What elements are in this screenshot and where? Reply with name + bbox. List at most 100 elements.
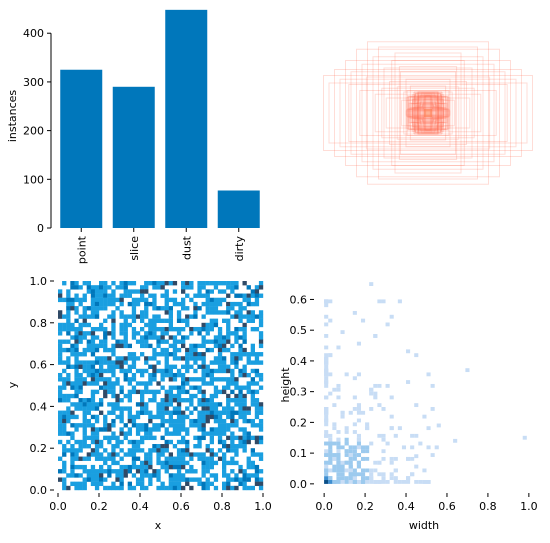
hist-cell <box>144 431 149 436</box>
hist-cell <box>209 322 214 328</box>
hist-cell <box>201 377 206 382</box>
hist-cell <box>414 433 419 438</box>
hist-cell <box>66 310 71 315</box>
hist-cell <box>176 318 182 323</box>
hist-cell <box>148 301 153 307</box>
hist-cell <box>234 352 239 357</box>
hist-cell <box>140 398 145 403</box>
hist-cell <box>74 331 79 336</box>
hist-cell <box>465 368 470 373</box>
hist-cell <box>111 322 116 328</box>
hist-cell <box>226 427 231 432</box>
hist-cell <box>74 339 79 344</box>
hist-cell <box>205 364 210 369</box>
hist-cell <box>226 410 231 415</box>
hist-cell <box>217 297 223 303</box>
hist-cell <box>193 347 198 353</box>
hist-cell <box>258 435 264 441</box>
hist-cell <box>250 352 255 357</box>
hist-cell <box>426 426 431 431</box>
hist-cell <box>258 293 264 298</box>
hist-cell <box>148 377 153 382</box>
hist-cell <box>58 393 63 399</box>
hist-cell <box>181 452 186 457</box>
hist-cell <box>144 385 149 390</box>
hist-cell <box>107 452 112 457</box>
box-outline <box>416 104 440 122</box>
hist-cell <box>201 398 206 403</box>
hist-cell <box>242 326 247 332</box>
box-outline <box>416 95 440 131</box>
hist-cell <box>156 335 161 340</box>
hist-cell <box>164 326 169 332</box>
hist-cell <box>189 364 194 369</box>
hist-cell <box>131 356 137 361</box>
hist-cell <box>148 435 153 441</box>
hist-cell <box>377 460 382 465</box>
hist-cell <box>66 406 71 411</box>
hist-cell <box>62 427 67 432</box>
box-outline <box>372 56 484 170</box>
hist-cell <box>127 377 132 382</box>
hist-cell <box>352 422 357 427</box>
hist-cell <box>74 481 79 487</box>
hist-cell <box>103 469 108 474</box>
hist-cell <box>185 439 190 445</box>
hist-cell <box>74 423 79 428</box>
hist-cell <box>222 389 227 395</box>
hist-cell <box>62 360 67 365</box>
hist-cell <box>119 331 124 336</box>
hist-cell <box>86 406 91 411</box>
hist-cell <box>209 473 214 478</box>
hist-cell <box>90 352 96 357</box>
hist-cell <box>148 331 153 336</box>
box-outline <box>406 90 450 136</box>
hist-cell <box>328 476 333 481</box>
hist-cell <box>119 469 124 474</box>
hist-cell <box>144 406 149 411</box>
hist-cell <box>152 297 157 303</box>
hist-cell <box>181 439 186 445</box>
hist-cell <box>156 306 161 311</box>
hist-cell <box>66 414 71 420</box>
hist-cell <box>99 481 104 487</box>
hist-cell <box>328 353 333 358</box>
hist-cell <box>78 339 83 344</box>
hist-cell <box>348 472 353 477</box>
hist-cell <box>238 326 243 332</box>
hist-cell <box>189 385 194 390</box>
hist-cell <box>99 469 104 474</box>
box-outline <box>418 104 438 122</box>
hist-cell <box>123 435 128 441</box>
hist-cell <box>111 310 116 315</box>
hist-cell <box>115 398 120 403</box>
hist-cell <box>66 347 71 353</box>
hist-cell <box>189 297 194 303</box>
hist-cell <box>156 368 161 374</box>
hist-cell <box>172 289 178 294</box>
hist-cell <box>99 339 104 344</box>
hist-cell <box>90 368 96 374</box>
hist-cell <box>254 402 260 407</box>
hist-cell <box>148 477 153 482</box>
hist-cell <box>99 322 104 328</box>
y-tick-label: 0.6 <box>30 359 48 372</box>
hist-cell <box>140 393 145 399</box>
hist-cell <box>123 356 128 361</box>
hist-cell <box>181 418 186 424</box>
hist-cell <box>217 435 223 441</box>
hist-cell <box>94 368 100 374</box>
hist-cell <box>62 347 67 353</box>
hist-cell <box>254 435 260 441</box>
hist-cell <box>86 473 91 478</box>
hist-cell <box>66 314 71 319</box>
hist-cell <box>78 322 83 328</box>
hist-cell <box>406 349 411 354</box>
box-outline <box>400 71 456 155</box>
hist-cell <box>205 297 210 303</box>
hist-cell <box>94 306 100 311</box>
hist-cell <box>246 360 251 365</box>
hist-cell <box>181 306 186 311</box>
hist-cell <box>181 423 186 428</box>
hist-cell <box>352 395 357 400</box>
